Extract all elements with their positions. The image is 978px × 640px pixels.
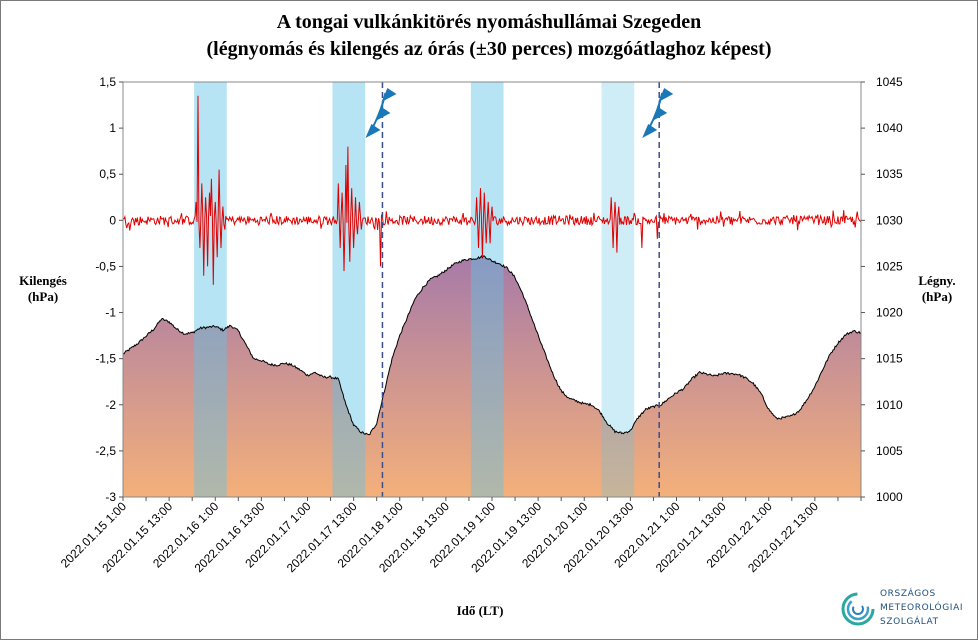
cold-front-triangle — [642, 124, 658, 138]
left-tick-label: 0 — [109, 213, 116, 227]
highlight-band — [194, 82, 227, 497]
left-tick-label: -1 — [105, 306, 116, 320]
highlight-band — [332, 82, 366, 497]
pressure-area — [123, 255, 861, 497]
chart-title-line-2: (légnyomás és kilengés az órás (±30 perc… — [206, 38, 772, 60]
left-tick-label: -2 — [105, 398, 116, 412]
right-axis-label: Légny. (hPa) — [902, 273, 972, 305]
pressure-line — [122, 255, 862, 436]
right-tick-label: 1005 — [876, 444, 903, 458]
cold-front-icon — [365, 88, 397, 138]
deviation-line — [122, 95, 862, 285]
right-axis-label-unit: (hPa) — [921, 289, 953, 304]
left-tick-label: 0,5 — [99, 167, 116, 181]
logo-text-line-3: SZOLGÁLAT — [880, 617, 939, 627]
cold-front-triangle — [365, 124, 381, 138]
left-axis-label-unit: (hPa) — [27, 289, 59, 304]
right-tick-label: 1015 — [876, 352, 903, 366]
cold-front-triangle — [375, 107, 391, 121]
logo-text-line-2: METEOROLÓGIAI — [880, 603, 964, 613]
highlight-bands-layer — [194, 82, 635, 497]
series-lines-layer — [122, 95, 862, 436]
logo: ORSZÁGOS METEOROLÓGIAI SZOLGÁLAT — [838, 586, 974, 632]
left-tick-label: 1 — [109, 121, 116, 135]
pressure-area-layer — [123, 255, 861, 497]
right-tick-label: 1020 — [876, 306, 903, 320]
cold-front-triangle — [652, 107, 668, 121]
left-axis-label-name: Kilengés — [19, 273, 67, 288]
right-tick-label: 1045 — [876, 75, 903, 89]
left-tick-label: -0,5 — [95, 259, 116, 273]
chart-title-line-1: A tongai vulkánkitörés nyomáshullámai Sz… — [276, 11, 702, 33]
right-tick-label: 1035 — [876, 167, 903, 181]
cold-front-triangle — [658, 88, 674, 102]
left-tick-label: -2,5 — [95, 444, 116, 458]
logo-swirl-icon — [841, 592, 875, 626]
left-tick-label: -3 — [105, 490, 116, 504]
highlight-band — [601, 82, 635, 497]
left-tick-label: 1,5 — [99, 75, 116, 89]
cold-front-icon — [642, 88, 674, 138]
right-tick-label: 1040 — [876, 121, 903, 135]
left-tick-label: -1,5 — [95, 352, 116, 366]
left-axis-label: Kilengés (hPa) — [8, 273, 78, 305]
right-tick-label: 1030 — [876, 213, 903, 227]
cold-front-triangle — [381, 88, 397, 102]
right-tick-label: 1025 — [876, 259, 903, 273]
right-tick-label: 1010 — [876, 398, 903, 412]
logo-text-line-1: ORSZÁGOS — [880, 589, 936, 599]
cold-front-layer — [365, 82, 674, 497]
x-axis-label: Idő (LT) — [456, 603, 504, 618]
right-tick-label: 1000 — [876, 490, 903, 504]
right-axis-label-name: Légny. — [918, 273, 956, 288]
highlight-band — [470, 82, 504, 497]
